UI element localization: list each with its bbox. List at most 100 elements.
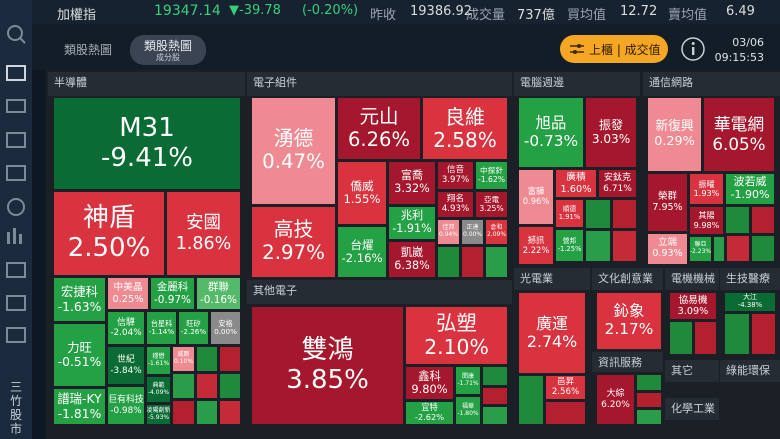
tab[interactable]: 類股熱圖 xyxy=(64,43,113,57)
stock-change: -2.16% xyxy=(341,251,383,265)
tile-filler xyxy=(694,321,717,355)
filter-label: 上櫃 | 成交值 xyxy=(589,43,661,57)
stock-change: 0.94% xyxy=(438,231,459,238)
stock-tile[interactable]: 撼訊 2.22% xyxy=(518,226,554,265)
stock-tile[interactable]: 旭品 -0.73% xyxy=(518,97,584,168)
stock-change: -2.26% xyxy=(180,327,207,336)
stock-name: 振曜 xyxy=(698,178,715,189)
stock-tile[interactable]: 凱崴 6.38% xyxy=(388,241,436,278)
stock-tile[interactable]: 僑威 1.55% xyxy=(337,161,387,225)
stock-tile[interactable]: 安鈦克 6.71% xyxy=(598,169,637,198)
stock-change: 1.91% xyxy=(558,212,581,221)
stock-name: 良維 xyxy=(445,104,485,129)
stock-change: -4.09% xyxy=(147,388,170,396)
stock-tile[interactable]: 波若威 -1.90% xyxy=(725,173,775,205)
stat-label: 賣均值 xyxy=(668,8,708,23)
stock-tile[interactable]: 中探針 -1.62% xyxy=(475,161,508,190)
stock-tile[interactable]: 大綜 6.20% xyxy=(596,374,635,425)
stock-tile[interactable]: 穩懋 -1.61% xyxy=(146,346,171,375)
stock-tile[interactable]: 翔名 4.93% xyxy=(437,191,474,218)
stock-tile[interactable]: 巨有科技 -0.98% xyxy=(107,386,145,425)
stock-change: -1.14% xyxy=(148,327,175,336)
stock-tile[interactable]: 神盾 2.50% xyxy=(53,191,165,276)
stock-tile[interactable]: 金麗科 -0.97% xyxy=(150,277,195,310)
stock-tile[interactable]: 亞電 3.25% xyxy=(475,191,508,218)
stock-tile[interactable]: 弘塑 2.10% xyxy=(405,306,508,365)
stock-tile[interactable]: 威剛 0.10% xyxy=(172,346,195,372)
stock-tile[interactable]: 安國 1.86% xyxy=(166,191,241,276)
stock-tile[interactable]: 中美晶 0.25% xyxy=(107,277,149,310)
stock-tile[interactable]: 宏捷科 -1.63% xyxy=(53,277,106,322)
stock-tile[interactable]: 力旺 -0.51% xyxy=(53,323,106,387)
stock-tile[interactable]: 信音 3.97% xyxy=(437,161,474,190)
stock-tile[interactable]: 佳邦 0.94% xyxy=(437,219,460,245)
stock-tile[interactable]: 安格 0.00% xyxy=(210,311,241,345)
stock-tile[interactable]: 廣積 1.60% xyxy=(555,169,597,198)
stock-tile[interactable]: 聯亞 -2.23% xyxy=(689,236,712,262)
stock-tile[interactable]: 元山 6.26% xyxy=(337,97,421,160)
stock-change: 2.17% xyxy=(604,320,654,338)
stock-tile[interactable]: 倉和 2.09% xyxy=(485,219,508,245)
stock-tile[interactable]: 廣運 2.74% xyxy=(518,292,586,374)
stock-tile[interactable]: 立端 0.93% xyxy=(647,233,688,265)
stock-tile[interactable]: 兆利 -1.91% xyxy=(388,206,436,240)
tile-filler xyxy=(196,400,218,425)
stock-tile[interactable]: 雙鴻 3.85% xyxy=(251,306,404,425)
stock-tile[interactable]: 榮群 7.95% xyxy=(647,173,688,232)
stock-tile[interactable]: 高技 2.97% xyxy=(251,206,336,278)
stock-tile[interactable]: 宜特 -2.62% xyxy=(405,401,454,425)
stock-tile[interactable]: 正達 0.00% xyxy=(461,219,484,245)
stock-tile[interactable]: 華電網 6.05% xyxy=(703,97,775,172)
stock-tile[interactable]: 富喬 3.32% xyxy=(388,161,436,205)
stock-tile[interactable]: 營邦 -1.25% xyxy=(555,229,584,262)
stock-name: 佳邦 xyxy=(442,224,455,232)
stock-tile[interactable]: 富驊 0.96% xyxy=(518,169,554,225)
stock-tile[interactable]: 良維 2.58% xyxy=(422,97,508,160)
filter-button[interactable]: 上櫃 | 成交值 xyxy=(560,35,668,63)
stock-tile[interactable]: 典範 -4.09% xyxy=(146,376,171,403)
stock-tile[interactable]: 其陽 9.98% xyxy=(689,206,724,235)
stock-tile[interactable]: 世紀 -3.84% xyxy=(107,346,145,385)
tile-filler xyxy=(461,246,484,278)
stock-change: 3.97% xyxy=(441,174,470,185)
stock-tile[interactable]: 鑫科 9.80% xyxy=(405,366,454,400)
sector-header: 半導體 xyxy=(48,72,245,96)
stock-name: 旭品 xyxy=(535,113,567,132)
stock-change: 2.50% xyxy=(67,232,151,263)
stock-name: 雙鴻 xyxy=(301,334,354,365)
stock-tile[interactable]: 譜瑞-KY -1.81% xyxy=(53,388,106,425)
stock-tile[interactable]: 湧德 0.47% xyxy=(251,97,336,205)
stock-tile[interactable]: 凌陽創新 -5.93% xyxy=(146,404,171,425)
stock-tile[interactable]: 閎康 -1.71% xyxy=(455,366,481,395)
stock-tile[interactable]: M31 -9.41% xyxy=(53,97,241,190)
stock-name: 湧德 xyxy=(273,127,314,151)
stock-tile[interactable]: 順德 1.91% xyxy=(555,199,584,228)
stock-tile[interactable]: 台燿 -2.16% xyxy=(337,226,387,278)
tab-active[interactable]: 類股熱圖 成分股 xyxy=(130,35,206,65)
stock-tile[interactable]: 福華 -1.80% xyxy=(455,396,481,425)
info-button[interactable] xyxy=(680,36,706,62)
stock-name: 穩懋 xyxy=(152,352,165,360)
tile-filler xyxy=(726,235,750,262)
stock-tile[interactable]: 鈊象 2.17% xyxy=(596,292,662,350)
stock-tile[interactable]: 邑昇 2.56% xyxy=(545,375,586,400)
stock-tile[interactable]: 大江 -4.38% xyxy=(724,292,776,312)
stock-tile[interactable]: 振發 3.03% xyxy=(585,97,637,168)
stock-tile[interactable]: 振曜 1.93% xyxy=(689,173,724,205)
sector-header: 光電業 xyxy=(514,268,590,290)
stock-change: 2.09% xyxy=(486,231,507,238)
stock-name: 旺矽 xyxy=(186,318,201,328)
stock-tile[interactable]: 群聯 -0.16% xyxy=(196,277,241,310)
sidebar: 三竹股市 xyxy=(0,0,32,439)
stock-tile[interactable]: 信驊 -2.04% xyxy=(107,311,145,345)
stock-tile[interactable]: 旺矽 -2.26% xyxy=(178,311,209,345)
stock-name: 華電網 xyxy=(713,114,765,135)
stock-tile[interactable]: 新復興 0.29% xyxy=(647,97,702,172)
stock-tile[interactable]: 台星科 -1.14% xyxy=(146,311,177,345)
filter-icon xyxy=(570,44,584,54)
tile-filler xyxy=(518,375,544,425)
date: 03/06 xyxy=(732,36,764,49)
stock-name: 撼訊 xyxy=(527,234,545,245)
stock-name: 大江 xyxy=(743,293,757,302)
stock-tile[interactable]: 協易機 3.09% xyxy=(669,292,717,320)
